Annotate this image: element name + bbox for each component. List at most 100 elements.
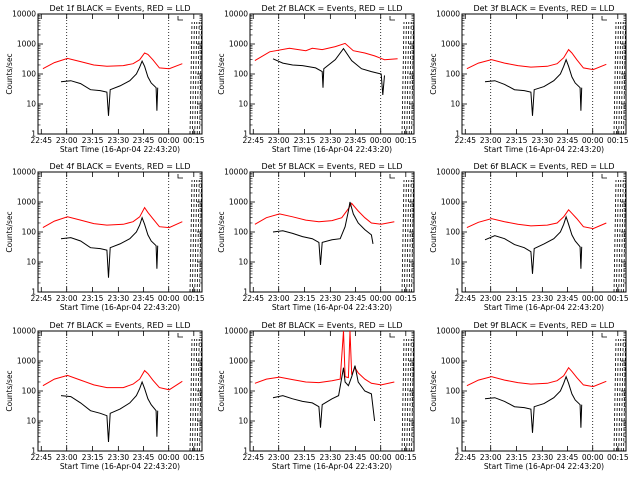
y-tick-label: 100	[446, 228, 461, 237]
plot-frame	[37, 171, 203, 293]
x-tick-label: 23:45	[133, 294, 155, 303]
x-tick-label: 00:15	[183, 453, 205, 462]
plot-panel-1: Det 1f BLACK = Events, RED = LLD 1 10 100 10…	[5, 4, 205, 154]
y-tick-label: 100	[234, 228, 249, 237]
flag-bracket	[389, 174, 395, 179]
plot-title: Det 5f BLACK = Events, RED = LLD	[261, 162, 402, 171]
x-tick-label: 00:00	[158, 294, 180, 303]
x-tick-label: 23:30	[108, 136, 130, 145]
x-tick-label: 23:15	[506, 294, 528, 303]
data-gap-line	[192, 338, 195, 452]
x-tick-label: 23:15	[294, 136, 316, 145]
data-gap-line	[623, 21, 626, 135]
events-series-line	[272, 201, 374, 265]
y-tick-label: 10000	[224, 10, 248, 19]
events-series-line	[484, 375, 583, 433]
y-tick-label: 10	[26, 258, 36, 267]
data-gap-line	[406, 338, 410, 452]
data-gap-line	[189, 179, 193, 293]
x-tick-label: 23:30	[108, 294, 130, 303]
y-tick-label: 100	[234, 70, 249, 79]
data-gap-line	[406, 179, 410, 293]
x-tick-label: 23:30	[108, 453, 130, 462]
x-tick-label: 00:00	[158, 453, 180, 462]
plot-panel-6: Det 6f BLACK = Events, RED = LLD 1 10 100 10…	[429, 162, 629, 312]
x-tick-label: 22:45	[242, 294, 264, 303]
x-tick-label: 00:00	[370, 453, 392, 462]
y-tick-label: 100	[22, 228, 37, 237]
y-tick-label: 10	[450, 258, 460, 267]
y-tick-label: 100	[22, 387, 37, 396]
x-axis-label: Start Time (16-Apr-04 22:43:20)	[484, 303, 604, 312]
events-series-line	[272, 47, 385, 96]
flag-bracket	[601, 174, 607, 179]
data-gap-line	[404, 179, 407, 293]
x-tick-label: 00:15	[395, 136, 417, 145]
x-tick-label: 23:00	[480, 453, 502, 462]
plot-title: Det 7f BLACK = Events, RED = LLD	[49, 321, 190, 330]
x-tick-label: 00:15	[607, 453, 629, 462]
plot-frame	[461, 171, 627, 293]
data-gap-line	[199, 21, 202, 135]
x-axis-label: Start Time (16-Apr-04 22:43:20)	[272, 303, 392, 312]
plot-panel-4: Det 4f BLACK = Events, RED = LLD 1 10 100 10…	[5, 162, 205, 312]
x-tick-label: 23:15	[82, 453, 104, 462]
plot-frame	[37, 13, 203, 135]
x-tick-label: 00:15	[607, 294, 629, 303]
x-axis-label: Start Time (16-Apr-04 22:43:20)	[60, 145, 180, 154]
data-gap-line	[408, 21, 412, 135]
flag-bracket	[601, 333, 607, 338]
data-gap-line	[411, 338, 414, 452]
x-tick-label: 23:00	[480, 136, 502, 145]
events-series-line	[272, 365, 376, 428]
plot-title: Det 6f BLACK = Events, RED = LLD	[473, 162, 614, 171]
x-tick-label: 00:00	[582, 453, 604, 462]
data-gap-line	[616, 338, 619, 452]
x-tick-label: 23:00	[480, 294, 502, 303]
data-gap-line	[623, 179, 626, 293]
y-tick-label: 10000	[12, 327, 36, 336]
x-tick-label: 23:00	[268, 136, 290, 145]
data-gap-line	[411, 21, 414, 135]
y-tick-label: 1000	[441, 40, 460, 49]
lld-series-line	[254, 202, 395, 225]
data-gap-line	[613, 338, 617, 452]
plot-title: Det 2f BLACK = Events, RED = LLD	[261, 4, 402, 13]
y-tick-label: 1	[31, 447, 36, 456]
flag-bracket	[177, 16, 183, 21]
data-gap-line	[411, 179, 414, 293]
data-gap-line	[189, 338, 193, 452]
x-axis-label: Start Time (16-Apr-04 22:43:20)	[484, 145, 604, 154]
data-gap-line	[194, 179, 198, 293]
x-axis-label: Start Time (16-Apr-04 22:43:20)	[60, 462, 180, 471]
lld-series-line	[466, 366, 607, 388]
y-axis-label: Counts/sec	[429, 211, 438, 252]
y-axis-label: Counts/sec	[5, 53, 14, 94]
data-gap-line	[196, 338, 200, 452]
y-axis-label: Counts/sec	[429, 53, 438, 94]
events-series-line	[60, 380, 159, 443]
data-gap-line	[196, 179, 200, 293]
x-tick-label: 23:45	[133, 453, 155, 462]
y-tick-label: 100	[446, 70, 461, 79]
x-tick-label: 22:45	[242, 136, 264, 145]
y-tick-label: 10	[450, 100, 460, 109]
data-gap-line	[199, 338, 202, 452]
plot-title: Det 9f BLACK = Events, RED = LLD	[473, 321, 614, 330]
x-tick-label: 00:00	[582, 136, 604, 145]
x-tick-label: 23:45	[557, 453, 579, 462]
x-tick-label: 23:45	[557, 136, 579, 145]
data-gap-line	[401, 338, 405, 452]
plot-frame	[249, 13, 415, 135]
data-gap-line	[189, 21, 193, 135]
plot-panel-5: Det 5f BLACK = Events, RED = LLD 1 10 100 10…	[217, 162, 417, 312]
x-tick-label: 23:00	[56, 453, 78, 462]
x-tick-label: 23:00	[268, 294, 290, 303]
x-tick-label: 23:15	[506, 136, 528, 145]
lld-series-line	[42, 206, 183, 229]
y-tick-label: 1000	[441, 357, 460, 366]
data-gap-line	[194, 21, 198, 135]
y-axis-label: Counts/sec	[217, 211, 226, 252]
y-tick-label: 1000	[17, 198, 36, 207]
